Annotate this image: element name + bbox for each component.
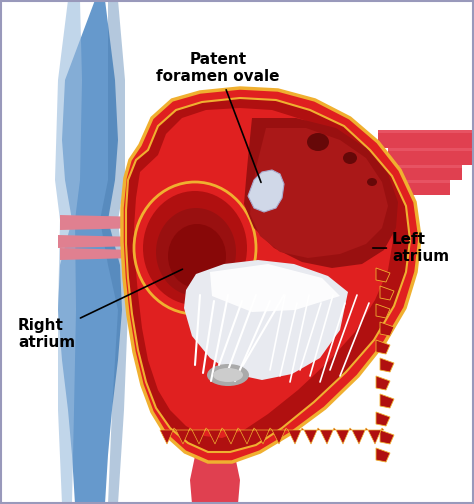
Polygon shape (176, 428, 192, 444)
Polygon shape (244, 118, 398, 268)
Polygon shape (372, 180, 450, 195)
Polygon shape (60, 248, 135, 260)
Polygon shape (60, 215, 145, 230)
Polygon shape (380, 358, 394, 372)
Polygon shape (320, 428, 336, 444)
Polygon shape (272, 428, 288, 444)
Ellipse shape (207, 364, 249, 386)
Polygon shape (58, 0, 122, 504)
Ellipse shape (367, 178, 377, 186)
Polygon shape (376, 412, 390, 426)
Text: Left
atrium: Left atrium (373, 232, 449, 265)
Polygon shape (208, 428, 224, 444)
Text: Patent
foramen ovale: Patent foramen ovale (156, 52, 280, 182)
Polygon shape (376, 340, 390, 354)
Ellipse shape (343, 152, 357, 164)
Polygon shape (380, 165, 462, 168)
Polygon shape (380, 165, 462, 180)
Polygon shape (376, 376, 390, 390)
Polygon shape (372, 180, 450, 183)
Polygon shape (388, 148, 474, 151)
Polygon shape (184, 260, 348, 380)
Polygon shape (122, 88, 420, 462)
Polygon shape (304, 428, 320, 444)
Ellipse shape (134, 182, 256, 314)
Polygon shape (210, 264, 340, 312)
Polygon shape (388, 148, 474, 165)
Polygon shape (100, 0, 128, 504)
Polygon shape (378, 130, 474, 148)
Polygon shape (352, 428, 368, 444)
Ellipse shape (156, 208, 236, 296)
Polygon shape (376, 268, 390, 282)
Polygon shape (288, 428, 304, 444)
Polygon shape (248, 170, 284, 212)
Polygon shape (380, 430, 394, 444)
Text: Right
atrium: Right atrium (18, 269, 182, 350)
Polygon shape (380, 322, 394, 336)
Ellipse shape (168, 224, 226, 288)
Polygon shape (250, 128, 388, 258)
Polygon shape (224, 428, 240, 444)
Polygon shape (376, 304, 390, 318)
Polygon shape (376, 448, 390, 462)
Ellipse shape (213, 368, 243, 382)
Polygon shape (256, 428, 272, 444)
Polygon shape (378, 130, 474, 133)
Polygon shape (240, 428, 256, 444)
Polygon shape (55, 0, 82, 504)
Polygon shape (134, 108, 393, 438)
Polygon shape (58, 235, 140, 248)
Polygon shape (160, 428, 176, 444)
Polygon shape (368, 428, 384, 444)
Polygon shape (192, 428, 208, 444)
Polygon shape (190, 456, 240, 504)
Polygon shape (336, 428, 352, 444)
Polygon shape (126, 98, 410, 452)
Polygon shape (380, 394, 394, 408)
Polygon shape (380, 286, 394, 300)
Ellipse shape (143, 191, 247, 305)
Ellipse shape (307, 133, 329, 151)
